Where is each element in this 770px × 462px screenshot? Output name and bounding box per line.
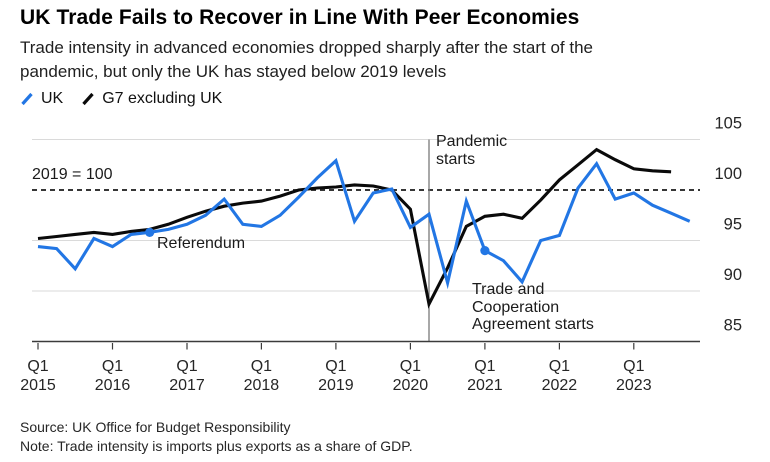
x-tick-quarter: Q1 xyxy=(27,358,48,375)
page-title: UK Trade Fails to Recover in Line With P… xyxy=(20,6,580,29)
g7-line-swatch-icon xyxy=(82,92,94,106)
x-tick-year: 2019 xyxy=(318,377,354,394)
uk-line-swatch-icon xyxy=(21,92,33,106)
reference-line-label: 2019 = 100 xyxy=(32,166,113,183)
pandemic-annotation: Pandemic starts xyxy=(436,133,508,168)
legend-label-uk: UK xyxy=(41,90,64,107)
referendum-annotation: Referendum xyxy=(157,235,246,252)
x-axis-ticks xyxy=(37,343,635,350)
chart-subtitle: Trade intensity in advanced economies dr… xyxy=(20,36,750,84)
x-tick-year: 2015 xyxy=(20,377,56,394)
x-tick-year: 2023 xyxy=(616,377,652,394)
x-tick-quarter: Q1 xyxy=(474,358,495,375)
x-tick-quarter: Q1 xyxy=(400,358,421,375)
y-tick-label: 90 xyxy=(724,266,742,284)
chart-footer: Source: UK Office for Budget Responsibil… xyxy=(20,418,750,456)
x-tick-quarter: Q1 xyxy=(251,358,272,375)
x-tick-year: 2022 xyxy=(542,377,578,394)
legend-item-g7: G7 excluding UK xyxy=(81,90,222,108)
tca-annotation: Trade and Cooperation Agreement starts xyxy=(472,281,594,333)
event-marker-dot xyxy=(480,246,490,256)
x-tick-quarter: Q1 xyxy=(623,358,644,375)
chart-legend: UK G7 excluding UK xyxy=(20,90,222,108)
x-tick-quarter: Q1 xyxy=(102,358,123,375)
x-tick-quarter: Q1 xyxy=(325,358,346,375)
y-tick-label: 105 xyxy=(714,115,742,133)
subtitle-line-1: Trade intensity in advanced economies dr… xyxy=(20,38,593,57)
method-note: Note: Trade intensity is imports plus ex… xyxy=(20,438,413,454)
y-tick-label: 95 xyxy=(724,216,742,234)
x-tick-year: 2020 xyxy=(393,377,429,394)
x-tick-year: 2016 xyxy=(95,377,131,394)
event-markers xyxy=(145,227,490,256)
subtitle-line-2: pandemic, but only the UK has stayed bel… xyxy=(20,62,447,81)
y-tick-label: 85 xyxy=(724,317,742,335)
x-tick-quarter: Q1 xyxy=(176,358,197,375)
x-tick-year: 2021 xyxy=(467,377,503,394)
series-uk xyxy=(37,157,691,290)
y-axis-labels: 105 100 95 90 85 xyxy=(714,115,742,335)
x-tick-year: 2018 xyxy=(244,377,280,394)
legend-item-uk: UK xyxy=(20,90,63,108)
x-tick-quarter: Q1 xyxy=(549,358,570,375)
event-marker-dot xyxy=(145,227,155,237)
source-note: Source: UK Office for Budget Responsibil… xyxy=(20,419,291,435)
series-g7-excluding-uk xyxy=(37,147,672,309)
gridlines xyxy=(32,138,700,292)
legend-label-g7: G7 excluding UK xyxy=(102,90,223,107)
x-axis-labels: Q1 2015 Q1 2016 Q1 2017 Q1 2018 Q1 2019 Q1 2020 Q1 20… xyxy=(20,358,651,394)
y-tick-label: 100 xyxy=(714,165,742,183)
x-tick-year: 2017 xyxy=(169,377,205,394)
